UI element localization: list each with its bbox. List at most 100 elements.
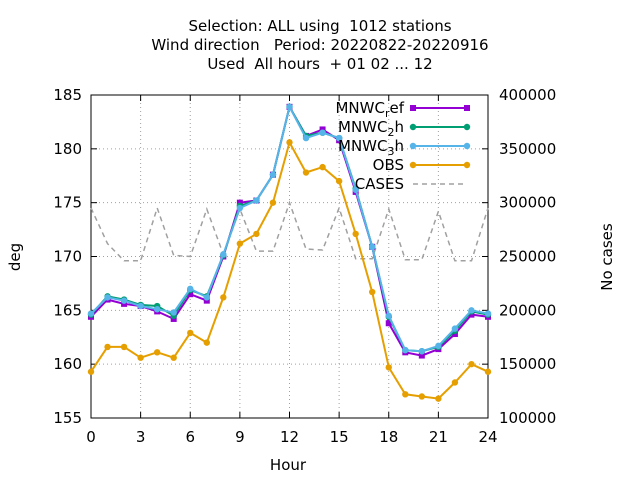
legend-label-MNWC_3h: MNWC3h [338,137,404,158]
series-line-OBS [90,139,489,400]
legend-marker-MNWC_3h [409,142,417,150]
data-point-OBS [286,139,293,146]
data-point-OBS [352,230,359,238]
x-tick-label: 24 [478,428,497,446]
data-point-MNWC_3h [153,306,161,313]
y2-axis-label: No cases [598,223,616,291]
data-point-MNWC_3h [302,134,310,142]
y2-tick-label: 250000 [499,248,556,266]
chart-title-line-2: Wind direction Period: 20220822-20220916 [151,36,489,54]
y-tick-label: 165 [53,301,82,319]
data-point-MNWC_ref [121,300,128,307]
data-point-OBS [203,339,210,346]
y2-tick-label: 400000 [499,86,556,104]
data-point-MNWC_3h [435,342,442,350]
data-point-MNWC_ref [451,331,458,338]
x-tick-label: 9 [235,428,245,446]
series-line-CASES [90,200,489,262]
data-point-MNWC_3h [418,348,426,355]
data-point-MNWC_3h [87,310,95,317]
data-point-MNWC_3h [104,294,111,301]
x-tick-label: 3 [136,428,146,446]
data-point-OBS [220,294,227,301]
data-point-MNWC_3h [253,197,260,204]
data-point-MNWC_ref [187,291,194,298]
data-point-OBS [484,368,492,375]
data-point-MNWC_ref [468,311,475,318]
data-point-MNWC_ref [385,320,392,327]
y2-tick-label: 350000 [499,140,556,158]
data-point-MNWC_3h [402,346,409,354]
data-point-OBS [335,177,343,185]
data-point-OBS [319,163,326,171]
data-point-OBS [137,354,144,361]
data-point-MNWC_3h [220,251,227,258]
data-point-MNWC_3h [369,243,376,251]
legend-marker-MNWC_2h [463,123,471,131]
y-tick-label: 185 [53,86,82,104]
data-point-OBS [120,343,128,351]
legend-label-OBS: OBS [373,156,404,174]
data-point-MNWC_3h [203,294,210,301]
data-point-MNWC_3h [319,129,326,136]
data-point-MNWC_3h [352,186,359,193]
data-point-MNWC_3h [236,204,244,212]
chart-title-line-3: Used All hours + 01 02 ... 12 [207,55,433,73]
data-point-OBS [253,230,260,238]
x-tick-label: 12 [280,428,299,446]
y-axis-label: deg [6,243,24,271]
y-tick-label: 170 [53,248,82,266]
legend-marker-MNWC_ref [464,105,470,111]
legend-marker-MNWC_ref [410,105,416,111]
data-point-MNWC_ref [418,352,425,359]
data-point-OBS [369,288,376,296]
y-tick-label: 180 [53,140,82,158]
data-point-MNWC_3h [269,171,277,178]
data-point-OBS [87,368,95,375]
legend-label-CASES: CASES [355,175,404,193]
y2-tick-label: 150000 [499,355,556,373]
chart-title-line-1: Selection: ALL using 1012 stations [188,17,452,35]
y2-tick-label: 100000 [499,409,556,427]
data-point-MNWC_3h [137,302,144,310]
data-point-MNWC_3h [451,325,459,332]
y-tick-label: 175 [53,194,82,212]
x-tick-label: 6 [185,428,195,446]
data-point-OBS [170,354,177,361]
x-tick-label: 18 [379,428,398,446]
data-point-OBS [269,199,277,206]
x-tick-label: 15 [330,428,349,446]
data-point-OBS [187,329,194,337]
data-point-MNWC_3h [385,312,392,319]
data-point-MNWC_3h [335,134,343,142]
data-point-OBS [435,395,442,402]
data-point-OBS [236,240,244,247]
y-tick-label: 160 [53,355,82,373]
data-point-OBS [418,393,426,400]
data-point-OBS [402,391,409,398]
data-point-MNWC_3h [170,309,177,316]
data-point-MNWC_3h [468,307,475,314]
data-point-MNWC_ref [236,199,243,206]
x-tick-label: 0 [86,428,96,446]
data-point-OBS [302,169,310,176]
legend-marker-OBS [463,161,471,169]
y-tick-label: 155 [53,409,82,427]
legend-marker-OBS [409,161,417,169]
data-point-OBS [104,343,111,351]
legend-label-MNWC_2h: MNWC2h [338,118,404,139]
data-point-MNWC_3h [484,310,492,317]
x-axis-label: Hour [270,456,307,474]
data-point-OBS [153,349,161,356]
data-point-OBS [468,360,475,368]
y2-tick-label: 200000 [499,301,556,319]
data-point-MNWC_ref [319,126,326,133]
data-point-MNWC_3h [120,297,128,304]
legend-marker-MNWC_3h [463,142,471,150]
data-point-OBS [385,364,392,371]
data-point-MNWC_ref [170,315,177,322]
y2-tick-label: 300000 [499,194,556,212]
data-point-MNWC_3h [187,285,194,292]
x-tick-label: 21 [429,428,448,446]
